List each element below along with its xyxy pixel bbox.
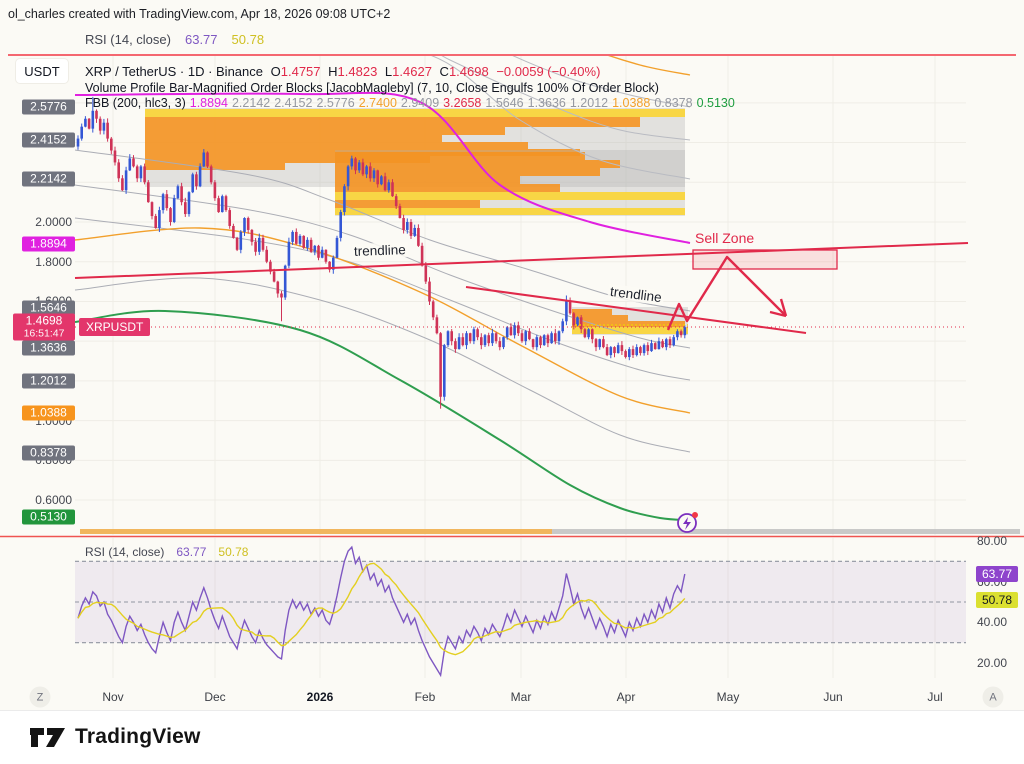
time-axis-label: Feb: [414, 690, 436, 704]
attribution-text: ol_charles created with TradingView.com,…: [8, 7, 391, 21]
price-band-badge: 1.5646: [22, 300, 75, 316]
price-band-badge: 2.2142: [22, 171, 75, 187]
tradingview-logo[interactable]: TradingView: [30, 724, 201, 750]
fbb-label: FBB (200, hlc3, 3): [85, 96, 186, 110]
fbb-value: 3.2658: [443, 96, 482, 110]
high-value: 1.4823: [337, 64, 378, 79]
time-axis-label: 2026: [306, 690, 334, 704]
fbb-value: 2.2142: [231, 96, 271, 110]
rsi-value-badge: 63.77: [976, 566, 1018, 582]
fbb-value: 1.3636: [527, 96, 566, 110]
alert-lightning-icon[interactable]: [677, 512, 698, 533]
go-to-latest-button[interactable]: A: [982, 686, 1004, 708]
rsi-legend-ma: 50.78: [231, 32, 265, 47]
quote-currency-chip[interactable]: USDT: [16, 59, 68, 83]
scroll-left-button[interactable]: Z: [29, 686, 51, 708]
fbb-value: 1.2012: [569, 96, 609, 110]
price-band-badge: 1.8894: [22, 236, 75, 252]
footer-bar: TradingView: [0, 710, 1024, 764]
price-band-badge: 0.8378: [22, 445, 75, 461]
rsi-legend-value: 63.77: [184, 32, 218, 47]
time-axis-label: Mar: [510, 690, 532, 704]
fbb-value: 0.8378: [654, 96, 693, 110]
time-axis-label: Jun: [823, 690, 843, 704]
fbb-value: 2.9409: [400, 96, 440, 110]
symbol-name-chip: XRPUSDT: [79, 318, 151, 337]
symbol-title: XRP / TetherUS · 1D · Binance: [85, 64, 263, 79]
change-value: −0.0059 (−0.40%): [496, 64, 601, 79]
fbb-value: 1.8894: [189, 96, 228, 110]
sell-zone-label[interactable]: Sell Zone: [695, 230, 755, 246]
rsi-pane-ma: 50.78: [218, 545, 249, 559]
last-price-badge: 1.4698 16:51:47: [13, 313, 75, 341]
symbol-legend-row[interactable]: XRP / TetherUS · 1D · Binance O1.4757 H1…: [85, 64, 604, 79]
rsi-legend-label: RSI (14, close): [85, 32, 171, 47]
time-axis-label: Nov: [102, 690, 124, 704]
rsi-pane-label: RSI (14, close): [85, 545, 165, 559]
close-label: C: [439, 64, 449, 79]
fbb-value: 1.0388: [612, 96, 651, 110]
price-axis-label: 1.8000: [35, 254, 72, 269]
rsi-pane-value: 63.77: [176, 545, 207, 559]
price-band-badge: 1.3636: [22, 340, 75, 356]
open-label: O: [270, 64, 281, 79]
low-label: L: [384, 64, 393, 79]
fbb-value: 2.7400: [358, 96, 397, 110]
rsi-axis-label: 20.00: [977, 655, 1008, 670]
price-axis-label: 2.0000: [35, 215, 72, 229]
price-axis-label: 0.6000: [35, 493, 72, 508]
time-axis-label: Dec: [204, 690, 226, 704]
tradingview-logo-text: TradingView: [75, 725, 201, 748]
rsi-axis-label: 80.00: [977, 534, 1008, 548]
fbb-value: 2.4152: [274, 96, 313, 110]
time-axis-label: May: [716, 690, 740, 704]
fbb-value: 1.5646: [485, 96, 524, 110]
rsi-pane-legend[interactable]: RSI (14, close) 63.77 50.78: [85, 545, 248, 559]
trendline-label-1[interactable]: trendline: [351, 242, 409, 259]
high-label: H: [328, 64, 338, 79]
time-axis-label: Jul: [927, 690, 943, 704]
price-band-badge: 1.2012: [22, 373, 75, 389]
price-band-badge: 1.0388: [22, 405, 75, 421]
close-value: 1.4698: [448, 64, 489, 79]
price-band-badge: 2.5776: [22, 99, 75, 115]
time-axis-label: Apr: [616, 690, 636, 704]
price-band-badge: 0.5130: [22, 509, 75, 525]
rsi-axis-label: 40.00: [977, 615, 1008, 630]
fbb-value: 2.5776: [316, 96, 355, 110]
open-value: 1.4757: [280, 64, 321, 79]
low-value: 1.4627: [392, 64, 432, 79]
rsi-ma-badge: 50.78: [976, 592, 1018, 609]
fbb-value: 0.5130: [696, 96, 735, 110]
tradingview-logo-icon: [30, 728, 65, 747]
rsi-collapsed-legend[interactable]: RSI (14, close) 63.77 50.78: [85, 32, 264, 47]
volume-profile-legend-row[interactable]: Volume Profile Bar-Magnified Order Block…: [85, 81, 659, 95]
price-band-badge: 2.4152: [22, 132, 75, 148]
fbb-legend-row[interactable]: FBB (200, hlc3, 3) 1.8894 2.2142 2.4152 2.57…: [85, 96, 743, 110]
